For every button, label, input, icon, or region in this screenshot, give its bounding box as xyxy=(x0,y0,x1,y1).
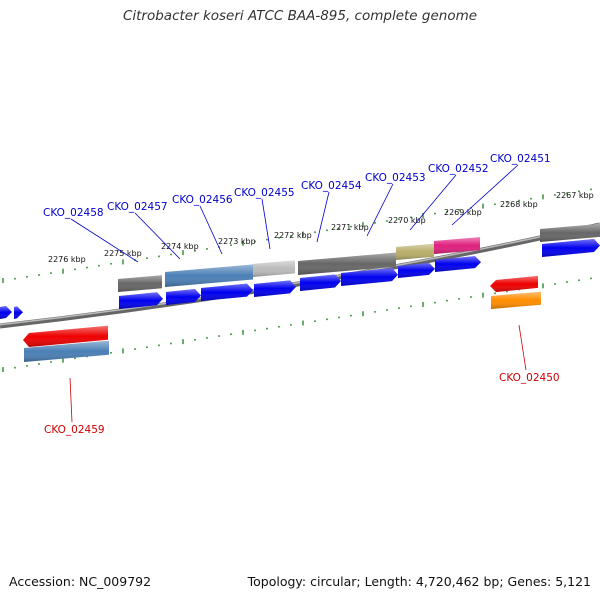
gene-block-orange-shade xyxy=(491,291,541,309)
gene-block-magenta-shade xyxy=(434,237,480,254)
map-title: Citrobacter koseri ATCC BAA-895, complet… xyxy=(122,8,478,24)
leader-line xyxy=(409,174,457,231)
cds-forward-arrow-shade xyxy=(398,262,435,278)
gene-label-minus: CKO_02450 xyxy=(499,372,560,384)
scale-label: 2271 kbp xyxy=(331,223,369,232)
cds-forward-arrow-shade xyxy=(435,256,481,272)
gene-block-khaki-shade xyxy=(396,243,434,260)
leader-line xyxy=(69,377,73,423)
gene-label-plus: CKO_02457 xyxy=(107,201,168,213)
leader-line xyxy=(451,164,519,226)
gene-label-plus: CKO_02452 xyxy=(428,163,489,175)
cds-forward-arrow-shade xyxy=(542,239,600,257)
cds-reverse-arrow-shade xyxy=(23,325,108,347)
gene-block-gray-shade xyxy=(540,223,600,242)
gene-label-plus: CKO_02458 xyxy=(43,207,104,219)
gene-label-plus: CKO_02456 xyxy=(172,194,233,206)
gene-label-plus: CKO_02451 xyxy=(490,153,551,165)
leader-line xyxy=(70,218,139,263)
cds-reverse-arrow-shade xyxy=(490,275,538,292)
leader-line xyxy=(134,212,181,260)
leader-line xyxy=(199,205,223,255)
cds-forward-arrow-shade xyxy=(0,305,12,319)
leader-line xyxy=(518,324,527,371)
scale-label: 2275 kbp xyxy=(104,249,142,258)
scale-label: 2276 kbp xyxy=(48,255,86,264)
gene-block-steel-shade xyxy=(165,264,253,287)
cds-forward-arrow-shade xyxy=(14,306,23,319)
cds-forward-arrow-shade xyxy=(254,280,296,297)
leader-line xyxy=(366,183,394,237)
leader-line xyxy=(316,191,330,243)
lower-scale-track xyxy=(2,277,592,373)
gene-label-plus: CKO_02453 xyxy=(365,172,426,184)
genome-backbone xyxy=(0,222,600,329)
cds-forward-arrow-shade xyxy=(341,268,398,286)
cds-forward-arrow-shade xyxy=(119,292,163,309)
gene-label-plus: CKO_02455 xyxy=(234,187,295,199)
gene-block-steel-shade xyxy=(24,340,109,362)
scale-label: 2270 kbp xyxy=(388,216,426,225)
scale-label: 2272 kbp xyxy=(274,231,312,240)
accession-text: Accession: NC_009792 xyxy=(9,574,152,589)
cds-forward-arrow-shade xyxy=(166,289,201,305)
scale-label: 2269 kbp xyxy=(444,208,482,217)
leader-line xyxy=(261,198,271,250)
scale-label: 2268 kbp xyxy=(500,200,538,209)
upper-scale-track xyxy=(2,188,592,284)
cds-forward-arrow-shade xyxy=(201,283,253,301)
scale-label: 2273 kbp xyxy=(218,237,256,246)
genome-summary-text: Topology: circular; Length: 4,720,462 bp… xyxy=(247,574,591,589)
gene-block-gray-shade xyxy=(298,252,396,275)
gene-block-gray-shade xyxy=(118,275,162,292)
gene-label-minus: CKO_02459 xyxy=(44,424,105,436)
gene-block-light-gray-shade xyxy=(253,260,295,277)
cds-forward-arrow-shade xyxy=(300,274,341,291)
scale-label: 2267 kbp xyxy=(556,191,594,200)
scale-label: 2274 kbp xyxy=(161,242,199,251)
gene-label-plus: CKO_02454 xyxy=(301,180,362,192)
